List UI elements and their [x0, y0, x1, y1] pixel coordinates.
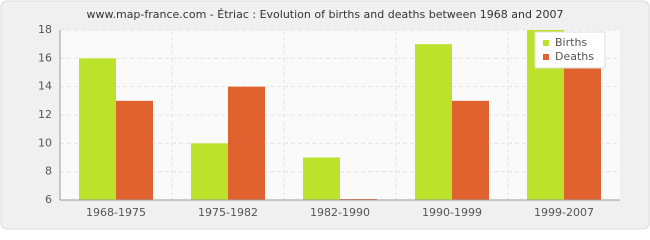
legend-box [534, 31, 606, 69]
y-tick-label: 12 [38, 108, 52, 121]
y-tick-label: 10 [38, 136, 52, 149]
y-tick-label: 14 [38, 80, 52, 93]
bar [116, 100, 153, 200]
x-tick-label: 1968-1975 [86, 206, 146, 219]
legend-label: Deaths [555, 50, 594, 63]
bar [191, 143, 228, 200]
chart-title: www.map-france.com - Étriac : Evolution … [87, 8, 564, 21]
x-tick-label: 1975-1982 [198, 206, 258, 219]
y-tick-label: 18 [38, 23, 52, 36]
x-tick-label: 1990-1999 [422, 206, 482, 219]
y-tick-label: 8 [45, 165, 52, 178]
y-tick-label: 16 [38, 51, 52, 64]
bar [452, 100, 489, 200]
legend-label: Births [555, 36, 587, 49]
bar [564, 58, 601, 201]
bar [79, 58, 116, 201]
x-tick-label: 1982-1990 [310, 206, 370, 219]
y-tick-label: 6 [45, 193, 52, 206]
bar [415, 44, 452, 200]
legend-swatch [543, 54, 549, 60]
x-tick-label: 1999-2007 [534, 206, 594, 219]
bar [228, 86, 265, 200]
legend-swatch [543, 40, 549, 46]
chart: www.map-france.com - Étriac : Evolution … [0, 0, 650, 230]
bar [303, 157, 340, 200]
